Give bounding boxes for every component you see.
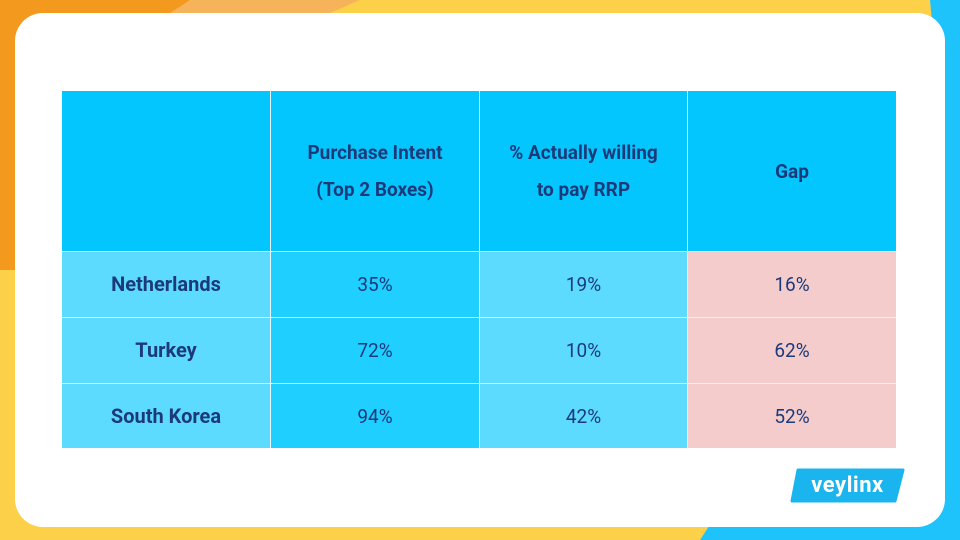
table: Purchase Intent (Top 2 Boxes) % Actually…: [62, 91, 896, 448]
row-label: Turkey: [62, 318, 270, 383]
cell: 35%: [271, 252, 479, 317]
cell: 94%: [271, 384, 479, 448]
row-label: Netherlands: [62, 252, 270, 317]
gap-cell: 16%: [688, 252, 896, 317]
logo-shape: [790, 468, 905, 503]
cell: 10%: [480, 318, 687, 383]
header-cell: Purchase Intent (Top 2 Boxes): [271, 91, 479, 251]
gap-cell: 62%: [688, 318, 896, 383]
cell: 42%: [480, 384, 687, 448]
header-cell: Gap: [688, 91, 896, 251]
cell: 72%: [271, 318, 479, 383]
row-label: South Korea: [62, 384, 270, 448]
logo: veylinx: [790, 468, 905, 503]
logo-text: veylinx: [811, 473, 884, 498]
header-cell: % Actually willing to pay RRP: [480, 91, 687, 251]
cell: 19%: [480, 252, 687, 317]
header-cell: [62, 91, 270, 251]
gap-cell: 52%: [688, 384, 896, 448]
